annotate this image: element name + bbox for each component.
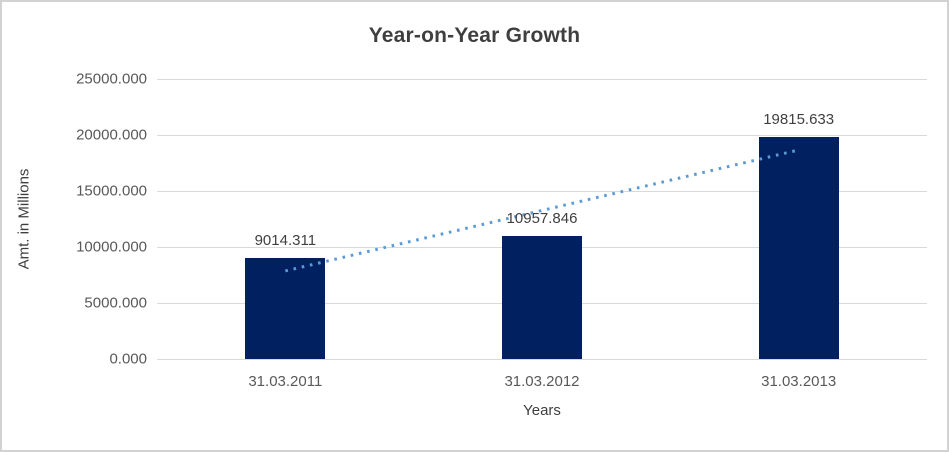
gridline-0 (157, 359, 927, 360)
bar-31.03.2011 (245, 258, 326, 359)
chart-title: Year-on-Year Growth (368, 24, 581, 47)
y-tick-label: 5000.000 (84, 294, 147, 312)
data-label-31.03.2013: 19815.633 (763, 111, 835, 129)
bar-31.03.2013 (758, 137, 839, 359)
x-tick-label-31.03.2011: 31.03.2011 (248, 373, 323, 390)
y-tick-label: 25000.000 (76, 70, 147, 88)
x-axis-title: Years (523, 402, 561, 419)
bar-31.03.2012 (502, 236, 582, 359)
data-label-31.03.2011: 9014.311 (254, 232, 317, 250)
y-tick-label: 20000.000 (76, 126, 147, 144)
gridline-15000 (157, 191, 927, 192)
gridline-20000 (157, 135, 927, 136)
y-tick-label: 0.000 (109, 350, 147, 368)
y-tick-label: 15000.000 (76, 182, 147, 200)
data-label-31.03.2012: 10957.846 (506, 210, 578, 228)
plot-area: 0.000 5000.000 10000.000 15000.000 20000.000… (76, 71, 927, 390)
y-tick-label: 10000.000 (76, 238, 147, 256)
x-tick-label-31.03.2013: 31.03.2013 (761, 373, 837, 390)
gridline-25000 (157, 79, 927, 80)
y-axis-title-text: Amt. in Millions (15, 168, 33, 270)
x-tick-label-31.03.2012: 31.03.2012 (504, 373, 580, 390)
